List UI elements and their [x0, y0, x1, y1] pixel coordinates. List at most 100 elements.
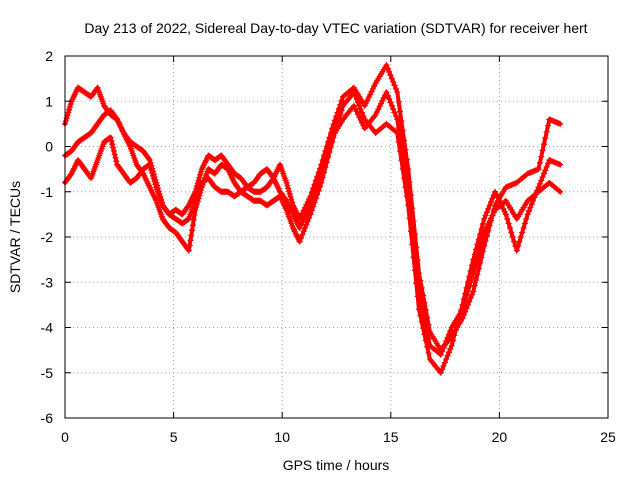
data-point [296, 224, 303, 231]
data-point [369, 85, 376, 92]
data-point [502, 211, 509, 218]
data-point [420, 308, 427, 315]
data-point [145, 155, 152, 162]
y-tick-label: -5 [41, 365, 54, 381]
data-point [471, 265, 478, 272]
series-track-b [62, 107, 303, 254]
data-point [394, 116, 401, 123]
data-point [557, 188, 564, 195]
data-point [413, 262, 420, 269]
data-point [323, 152, 330, 159]
data-point [466, 283, 473, 290]
data-point [310, 194, 317, 201]
data-point [65, 109, 72, 116]
data-point [364, 97, 371, 104]
data-point [475, 249, 482, 256]
data-point [460, 301, 467, 308]
data-point [513, 247, 520, 254]
data-point [322, 157, 329, 164]
data-point [337, 111, 344, 118]
data-point [462, 297, 469, 304]
x-axis-label: GPS time / hours [283, 457, 390, 473]
data-point [486, 202, 493, 209]
data-point [483, 209, 490, 216]
data-point [422, 322, 429, 329]
data-point [538, 153, 545, 160]
data-point [489, 195, 496, 202]
x-tick-label: 15 [383, 429, 399, 445]
data-point [387, 72, 394, 79]
data-point [542, 135, 549, 142]
data-point [459, 306, 466, 313]
data-point [66, 106, 73, 113]
data-point [185, 247, 192, 254]
data-point [501, 198, 508, 205]
data-point [403, 175, 410, 182]
data-point [388, 75, 395, 82]
data-point [354, 111, 361, 118]
data-point [307, 202, 314, 209]
data-point [445, 331, 452, 338]
data-point [372, 111, 379, 118]
data-point [391, 109, 398, 116]
data-point [148, 167, 155, 174]
data-point [444, 334, 451, 341]
data-point [443, 338, 450, 345]
data-point [451, 332, 458, 339]
data-point [392, 112, 399, 119]
data-point [110, 144, 117, 151]
data-point [407, 210, 414, 217]
data-point [187, 237, 194, 244]
y-tick-label: 2 [45, 48, 53, 64]
series-track-c [62, 134, 303, 231]
x-tick-label: 25 [600, 429, 616, 445]
data-point [441, 359, 448, 366]
data-point [197, 171, 204, 178]
data-point [338, 97, 345, 104]
data-point [539, 147, 546, 154]
data-point [504, 215, 511, 222]
data-point [302, 213, 309, 220]
data-point [379, 97, 386, 104]
data-point [189, 222, 196, 229]
data-point [353, 108, 360, 115]
data-point [312, 186, 319, 193]
data-point [149, 170, 156, 177]
data-point [378, 100, 385, 107]
data-point [391, 82, 398, 89]
data-point [483, 223, 490, 230]
data-point [544, 160, 551, 167]
data-point [149, 172, 156, 179]
data-point [470, 270, 477, 277]
data-point [481, 215, 488, 222]
data-point [186, 242, 193, 249]
data-point [511, 238, 518, 245]
data-point [356, 114, 363, 121]
data-point [108, 137, 115, 144]
y-tick-label: 0 [45, 139, 53, 155]
data-point [375, 106, 382, 113]
data-point [107, 134, 114, 141]
data-point [321, 161, 328, 168]
data-point [384, 92, 391, 99]
data-point [285, 185, 292, 192]
data-point [152, 181, 159, 188]
data-point [485, 220, 492, 227]
data-point [418, 301, 425, 308]
data-point [443, 356, 450, 363]
data-point [184, 246, 191, 253]
data-point [287, 193, 294, 200]
data-point [447, 327, 454, 334]
data-point [539, 174, 546, 181]
data-point [515, 243, 522, 250]
data-point [449, 337, 456, 344]
y-tick-label: -2 [41, 229, 54, 245]
data-point [113, 158, 120, 165]
data-point [506, 224, 513, 231]
data-point [486, 218, 493, 225]
data-point [285, 188, 292, 195]
data-point [517, 234, 524, 240]
data-point [397, 108, 404, 115]
data-point [390, 106, 397, 113]
